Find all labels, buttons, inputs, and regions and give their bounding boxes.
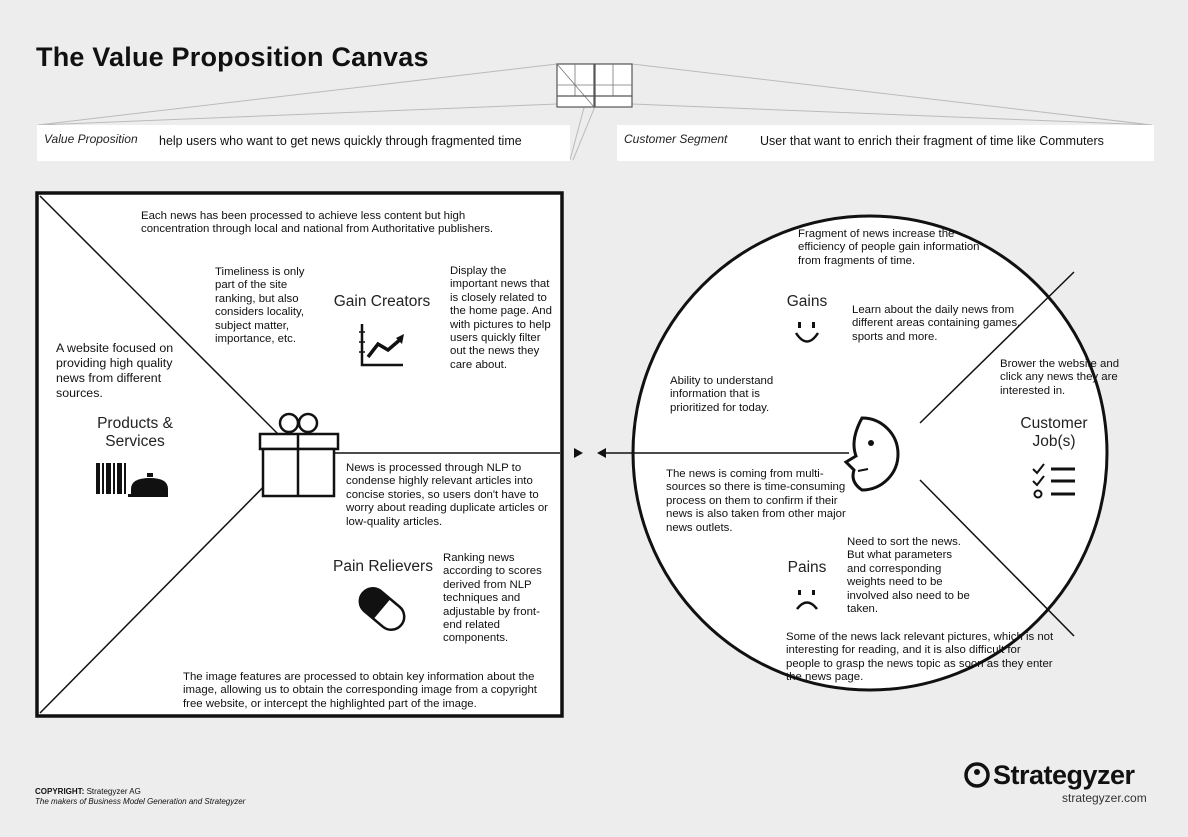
value-proposition-bar — [37, 125, 570, 161]
gift-icon — [258, 412, 340, 498]
circle-dividers — [606, 271, 1075, 637]
customer-segment-label: Customer Segment — [624, 132, 728, 146]
mini-canvas-icon — [556, 63, 633, 108]
strategyzer-logo[interactable]: Strategyzer — [993, 760, 1135, 790]
gains-label: Gains — [786, 293, 828, 310]
strategyzer-logo-icon — [964, 762, 990, 788]
bell-icon — [131, 478, 168, 494]
brower-text: Brower the website and click any news th… — [1000, 358, 1120, 397]
ability-text: Ability to understand information that i… — [670, 375, 774, 414]
customer-face-icon — [843, 416, 900, 492]
copyright: COPYRIGHT: Strategyzer AG The makers of … — [35, 787, 245, 807]
fragment-text: Fragment of news increase the efficiency… — [798, 228, 980, 267]
ranking-text: Ranking news according to scores derived… — [443, 552, 542, 645]
customer-jobs-label: Customer Job(s) — [1020, 415, 1088, 450]
products-icon — [96, 463, 168, 497]
arrow-right-icon — [574, 448, 583, 458]
frown-icon — [796, 590, 818, 610]
square-dividers — [39, 195, 560, 714]
customer-segment-text: User that want to enrich their fragment … — [760, 134, 1104, 148]
nlp-text: News is processed through NLP to condens… — [346, 462, 548, 528]
value-proposition-label: Value Proposition — [44, 132, 138, 146]
checklist-icon — [1032, 463, 1075, 499]
gain-creators-label: Gain Creators — [333, 293, 431, 310]
lack-text: Some of the news lack relevant pictures,… — [786, 631, 1054, 684]
sort-text: Need to sort the news. But what paramete… — [847, 536, 970, 616]
image-text: The image features are processed to obta… — [183, 671, 537, 710]
smile-icon — [794, 322, 820, 343]
copyright-owner: Strategyzer AG — [86, 787, 141, 796]
display-text: Display the important news that is close… — [450, 265, 552, 371]
copyright-label: COPYRIGHT: — [35, 787, 85, 796]
products-services-label: Products & Services — [97, 415, 173, 450]
square-top-text: Each news has been processed to achieve … — [141, 210, 494, 236]
website-text: A website focused on providing high qual… — [56, 341, 174, 400]
tagline: The makers of Business Model Generation … — [35, 797, 246, 806]
strategyzer-url[interactable]: strategyzer.com — [1062, 791, 1147, 805]
arrow-left-icon — [597, 448, 606, 458]
pill-icon — [358, 587, 406, 631]
page-title: The Value Proposition Canvas — [36, 42, 429, 72]
coming-text: The news is coming from multi-sources so… — [666, 468, 846, 534]
chart-up-icon — [359, 324, 404, 367]
learn-text: Learn about the daily news from differen… — [852, 304, 1021, 343]
customer-segment-bar — [617, 125, 1154, 161]
value-proposition-text: help users who want to get news quickly … — [159, 134, 522, 148]
pain-relievers-label: Pain Relievers — [333, 558, 433, 575]
fit-arrows — [574, 448, 606, 458]
perspective-lines — [37, 63, 1153, 161]
pains-label: Pains — [787, 559, 827, 576]
timeliness-text: Timeliness is only part of the site rank… — [215, 266, 305, 346]
